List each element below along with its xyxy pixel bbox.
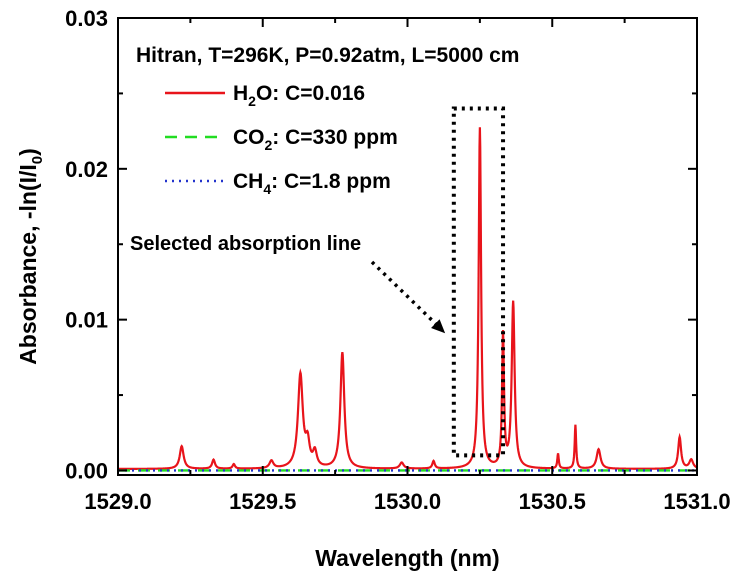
x-axis-label: Wavelength (nm) — [315, 545, 499, 571]
text-part: : C=1.8 ppm — [271, 170, 391, 193]
subscript: 2 — [248, 93, 256, 109]
subscript: 2 — [265, 137, 273, 153]
annotation-arrow-head — [431, 319, 446, 334]
text-part: CH — [233, 170, 263, 193]
annotation-arrow-line — [370, 260, 439, 327]
subscript: 0 — [29, 156, 46, 164]
y-axis-label: Absorbance, -ln(I/I0) — [15, 148, 46, 365]
text-part: CO — [233, 126, 265, 149]
x-tick-label: 1530.0 — [374, 489, 441, 514]
legend: Hitran, T=296K, P=0.92atm, L=5000 cm H2O… — [136, 44, 519, 197]
series-layer — [118, 127, 698, 472]
text-part: H — [233, 82, 248, 105]
annotation-label: Selected absorption line — [130, 233, 361, 255]
subscript: 4 — [263, 181, 271, 197]
legend-label: CO2: C=330 ppm — [233, 126, 398, 153]
y-tick-label: 0.00 — [65, 458, 108, 483]
y-tick-label: 0.02 — [65, 157, 108, 182]
selection-box — [451, 106, 506, 458]
x-tick-label: 1529.5 — [229, 489, 296, 514]
x-tick-label: 1531.0 — [663, 489, 730, 514]
legend-label: CH4: C=1.8 ppm — [233, 170, 391, 197]
legend-header: Hitran, T=296K, P=0.92atm, L=5000 cm — [136, 44, 519, 67]
text-part: O: C=0.016 — [256, 82, 365, 105]
legend-label: H2O: C=0.016 — [233, 82, 365, 109]
y-tick-label: 0.03 — [65, 6, 108, 31]
axes: Wavelength (nm) 1529.0 1529.5 1530.0 1530.5… — [15, 6, 731, 571]
annotation: Selected absorption line — [130, 106, 506, 458]
y-tick-label: 0.01 — [65, 308, 108, 333]
x-tick-label: 1529.0 — [84, 489, 151, 514]
x-tick-label: 1530.5 — [519, 489, 586, 514]
text-part: : C=330 ppm — [272, 126, 397, 149]
text-part: Absorbance, -ln(I/I — [15, 164, 41, 365]
text-part: ) — [15, 148, 41, 156]
